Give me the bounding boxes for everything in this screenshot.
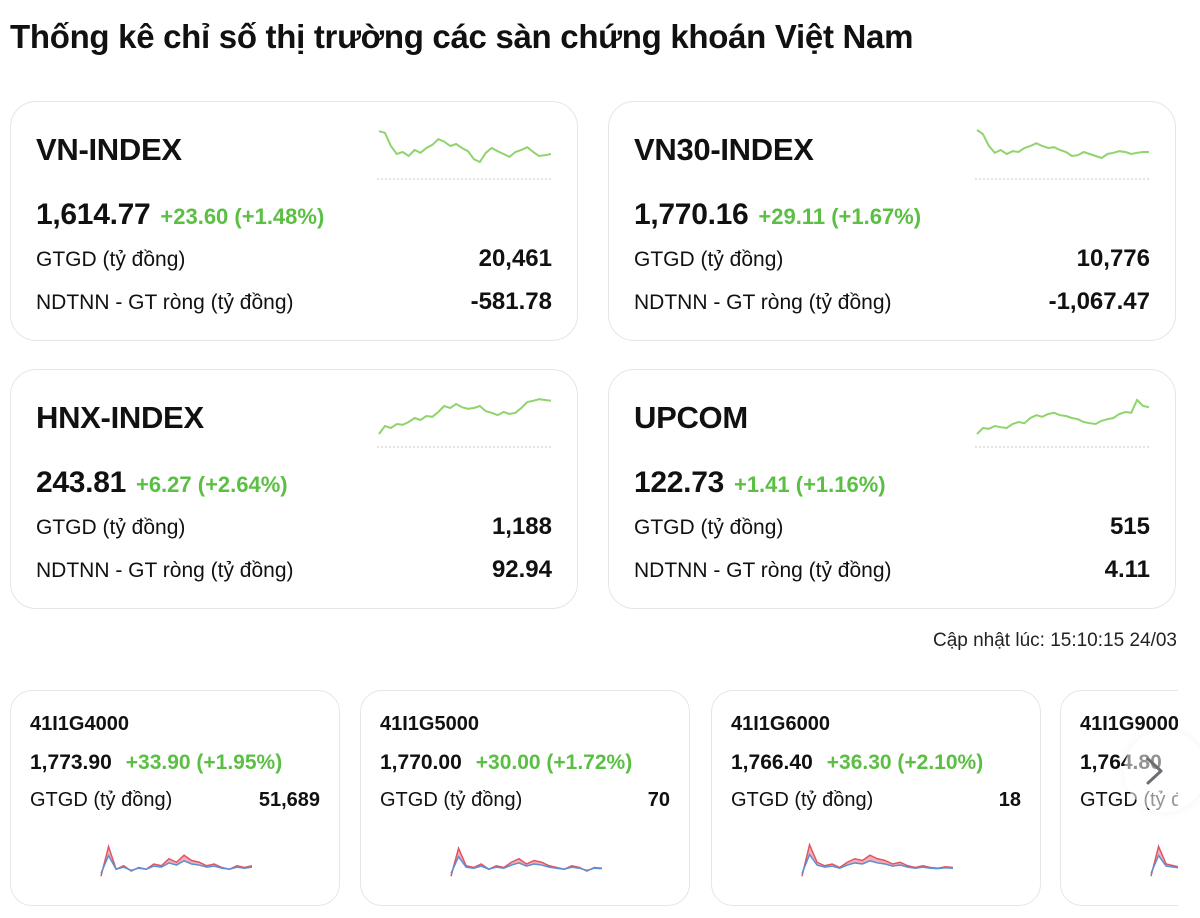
futures-price: 1,766.40 xyxy=(731,751,813,774)
gtgd-label: GTGD (tỷ đồng) xyxy=(634,516,784,539)
gtgd-row: GTGD (tỷ đồng) 20,461 xyxy=(36,245,552,273)
gtgd-row: GTGD (tỷ đồng) 18 xyxy=(731,789,1021,812)
gtgd-value: 515 xyxy=(1109,513,1150,540)
ndtnn-value: -1,067.47 xyxy=(1048,288,1150,315)
gtgd-value: 51,689 xyxy=(258,789,320,811)
sparkline-path xyxy=(378,398,552,435)
sparkline-path xyxy=(378,130,552,164)
futures-line xyxy=(1150,844,1178,877)
gtgd-row: GTGD (tỷ đồng) 51,689 xyxy=(30,789,320,812)
chevron-right-icon xyxy=(1146,757,1163,785)
mini-chart xyxy=(100,843,253,877)
spread-area xyxy=(451,848,602,877)
gtgd-label: GTGD (tỷ đồng) xyxy=(634,248,784,271)
mini-chart xyxy=(1150,844,1178,877)
futures-change: +30.00 (+1.72%) xyxy=(475,751,633,774)
ndtnn-label: NDTNN - GT ròng (tỷ đồng) xyxy=(634,291,892,314)
gtgd-value: 1,188 xyxy=(491,513,552,540)
index-price: 243.81 xyxy=(36,466,126,499)
gtgd-row: GTGD (tỷ đồng) 10,776 xyxy=(634,245,1150,273)
index-change: +1.41 (+1.16%) xyxy=(733,472,886,497)
index-price: 1,770.16 xyxy=(634,198,749,231)
futures-card[interactable]: 41I1G4000 1,773.90 +33.90 (+1.95%) GTGD (… xyxy=(10,690,340,906)
gtgd-row: GTGD (tỷ đồng) 1,188 xyxy=(36,513,552,541)
futures-card[interactable]: 41I1G5000 1,770.00 +30.00 (+1.72%) GTGD (… xyxy=(360,690,690,906)
futures-code: 41I1G6000 xyxy=(731,713,830,735)
index-card-upcom[interactable]: UPCOM 122.73 +1.41 (+1.16%) GTGD (tỷ đồng… xyxy=(608,369,1176,609)
ndtnn-value: 4.11 xyxy=(1104,556,1150,583)
futures-change: +36.30 (+2.10%) xyxy=(826,751,984,774)
last-updated: Cập nhật lúc: 15:10:15 24/03 xyxy=(932,630,1177,651)
gtgd-label: GTGD (tỷ đồng) xyxy=(36,248,186,271)
ndtnn-value: -581.78 xyxy=(470,288,552,315)
carousel-next-button[interactable] xyxy=(1124,730,1200,812)
futures-code: 41I1G9000 xyxy=(1080,713,1178,735)
index-name: VN-INDEX xyxy=(36,132,182,167)
futures-price: 1,773.90 xyxy=(30,751,112,774)
gtgd-value: 20,461 xyxy=(478,245,552,272)
sparkline-path xyxy=(976,129,1149,160)
index-change: +23.60 (+1.48%) xyxy=(160,204,325,229)
index-change: +29.11 (+1.67%) xyxy=(758,204,922,229)
ndtnn-label: NDTNN - GT ròng (tỷ đồng) xyxy=(36,559,294,582)
index-change: +6.27 (+2.64%) xyxy=(135,472,288,497)
spread-area xyxy=(802,844,953,877)
gtgd-value: 18 xyxy=(998,789,1021,811)
gtgd-row: GTGD (tỷ đồng) 515 xyxy=(634,513,1150,541)
futures-code: 41I1G4000 xyxy=(30,713,129,735)
sparkline-chart xyxy=(975,129,1151,180)
index-line xyxy=(100,853,253,874)
index-price: 122.73 xyxy=(634,466,724,499)
sparkline-chart xyxy=(975,398,1151,448)
index-line xyxy=(801,853,954,874)
ndtnn-row: NDTNN - GT ròng (tỷ đồng) -581.78 xyxy=(36,288,552,316)
index-line xyxy=(450,855,603,874)
index-card-hnx[interactable]: HNX-INDEX 243.81 +6.27 (+2.64%) GTGD (tỷ … xyxy=(10,369,578,609)
futures-change: +33.90 (+1.95%) xyxy=(125,751,283,774)
index-name: VN30-INDEX xyxy=(634,132,814,167)
futures-card[interactable]: 41I1G6000 1,766.40 +36.30 (+2.10%) GTGD (… xyxy=(711,690,1041,906)
gtgd-label: GTGD (tỷ đồng) xyxy=(380,789,523,811)
index-card-vn30[interactable]: VN30-INDEX 1,770.16 +29.11 (+1.67%) GTGD … xyxy=(608,101,1176,341)
index-line xyxy=(1150,854,1178,874)
index-price: 1,614.77 xyxy=(36,198,151,231)
mini-chart xyxy=(450,845,603,877)
mini-chart xyxy=(801,842,954,877)
gtgd-value: 10,776 xyxy=(1076,245,1150,272)
gtgd-label: GTGD (tỷ đồng) xyxy=(731,789,874,811)
sparkline-chart xyxy=(377,398,553,448)
ndtnn-row: NDTNN - GT ròng (tỷ đồng) 92.94 xyxy=(36,556,552,584)
gtgd-label: GTGD (tỷ đồng) xyxy=(36,516,186,539)
sparkline-chart xyxy=(377,130,553,180)
futures-line xyxy=(100,843,253,877)
futures-line xyxy=(801,842,954,877)
ndtnn-label: NDTNN - GT ròng (tỷ đồng) xyxy=(36,291,294,314)
ndtnn-row: NDTNN - GT ròng (tỷ đồng) 4.11 xyxy=(634,556,1150,584)
gtgd-value: 70 xyxy=(647,789,670,811)
futures-code: 41I1G5000 xyxy=(380,713,479,735)
sparkline-path xyxy=(976,398,1150,435)
futures-price: 1,770.00 xyxy=(380,751,462,774)
ndtnn-label: NDTNN - GT ròng (tỷ đồng) xyxy=(634,559,892,582)
index-card-vnindex[interactable]: VN-INDEX 1,614.77 +23.60 (+1.48%) GTGD (t… xyxy=(10,101,578,341)
index-name: UPCOM xyxy=(634,400,748,435)
gtgd-label: GTGD (tỷ đồng) xyxy=(30,789,173,811)
ndtnn-row: NDTNN - GT ròng (tỷ đồng) -1,067.47 xyxy=(634,288,1150,316)
futures-line xyxy=(450,845,603,877)
gtgd-row: GTGD (tỷ đồng) 70 xyxy=(380,789,670,812)
ndtnn-value: 92.94 xyxy=(491,556,552,583)
page-title: Thống kê chỉ số thị trường các sàn chứng… xyxy=(10,18,914,55)
index-name: HNX-INDEX xyxy=(36,400,204,435)
